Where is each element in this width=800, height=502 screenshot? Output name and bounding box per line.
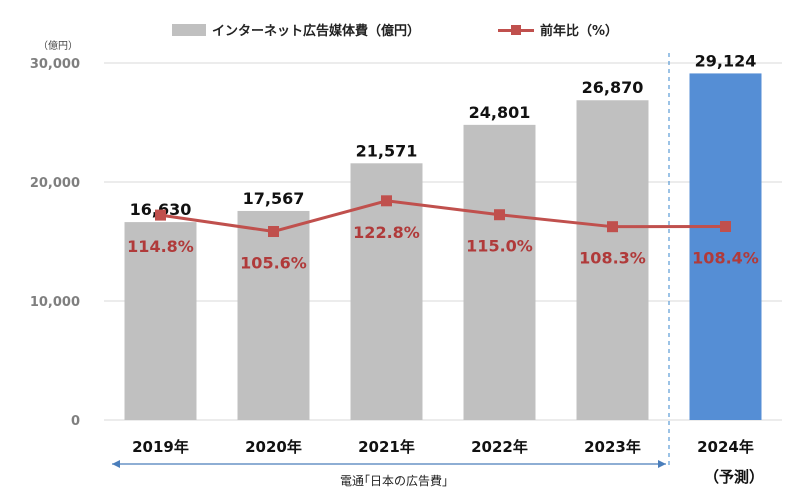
growth-value-label: 108.3% — [579, 249, 646, 268]
legend: インターネット広告媒体費（億円） 前年比（%） — [0, 20, 800, 42]
x-tick-label: 2019年 — [132, 438, 189, 456]
forecast-sublabel: （予測） — [704, 468, 765, 486]
x-tick-label: 2023年 — [584, 438, 641, 456]
bar — [237, 210, 310, 420]
growth-value-label: 122.8% — [353, 223, 420, 242]
x-tick-label: 2022年 — [471, 438, 528, 456]
bar — [689, 73, 762, 420]
bar-value-label: 29,124 — [695, 51, 757, 70]
growth-marker — [381, 195, 392, 207]
bar-value-label: 17,567 — [243, 189, 305, 208]
y-tick-label: 30,000 — [30, 57, 80, 72]
bar — [576, 100, 649, 420]
x-tick-label: 2021年 — [358, 438, 415, 456]
growth-value-label: 105.6% — [240, 254, 307, 273]
legend-item-line: 前年比（%） — [498, 20, 618, 39]
x-tick-label: 2020年 — [245, 438, 302, 456]
growth-marker — [268, 226, 279, 238]
growth-value-label: 108.4% — [692, 249, 759, 268]
y-tick-label: 10,000 — [30, 295, 80, 310]
y-axis-unit: （億円） — [38, 41, 78, 52]
growth-marker — [720, 221, 731, 233]
growth-marker — [155, 209, 166, 221]
x-tick-label: 2024年 — [697, 438, 754, 456]
bar-value-label: 24,801 — [469, 103, 531, 122]
growth-marker — [494, 209, 505, 221]
legend-line-swatch — [498, 24, 534, 36]
bar-value-label: 26,870 — [582, 78, 644, 97]
legend-bar-label: インターネット広告媒体費（億円） — [212, 24, 421, 39]
growth-marker — [607, 221, 618, 233]
y-tick-label: 0 — [71, 414, 80, 429]
source-label: 電通｢日本の広告費｣ — [340, 474, 449, 488]
legend-bar-swatch — [172, 23, 206, 36]
bar — [463, 124, 536, 420]
bar-value-label: 21,571 — [356, 141, 418, 160]
growth-value-label: 115.0% — [466, 237, 533, 256]
period-arrow-head-right — [658, 460, 666, 468]
legend-item-bars: インターネット広告媒体費（億円） — [172, 20, 420, 39]
growth-line — [160, 199, 726, 234]
growth-value-label: 114.8% — [127, 237, 194, 256]
y-tick-label: 20,000 — [30, 176, 80, 191]
period-arrow-head-left — [112, 460, 120, 468]
legend-line-label: 前年比（%） — [540, 24, 619, 39]
bar — [124, 222, 197, 420]
